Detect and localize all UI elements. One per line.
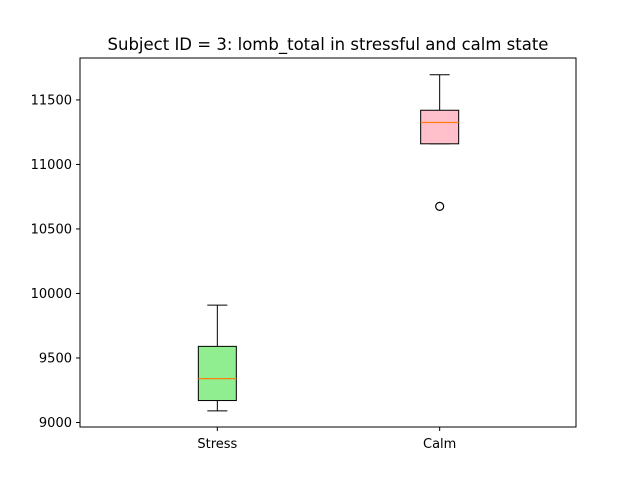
axes-frame [79,57,577,428]
calm-box [420,109,460,145]
stress-box [197,345,237,402]
x-tick-label: Stress [197,437,237,452]
chart-title: Subject ID = 3: lomb_total in stressful … [108,35,549,55]
y-tick-label: 9500 [39,351,72,366]
y-tick-label: 9000 [39,416,72,431]
y-tick-label: 11000 [31,158,72,173]
plot-area: 9000 9500 10000 10500 11000 11500 Stress Calm [31,57,577,452]
x-tick-label: Calm [423,437,456,452]
y-tick-label: 10000 [31,287,72,302]
calm-outlier-point [435,201,445,211]
y-tick-label: 10500 [31,222,72,237]
y-tick-label: 11500 [31,93,72,108]
